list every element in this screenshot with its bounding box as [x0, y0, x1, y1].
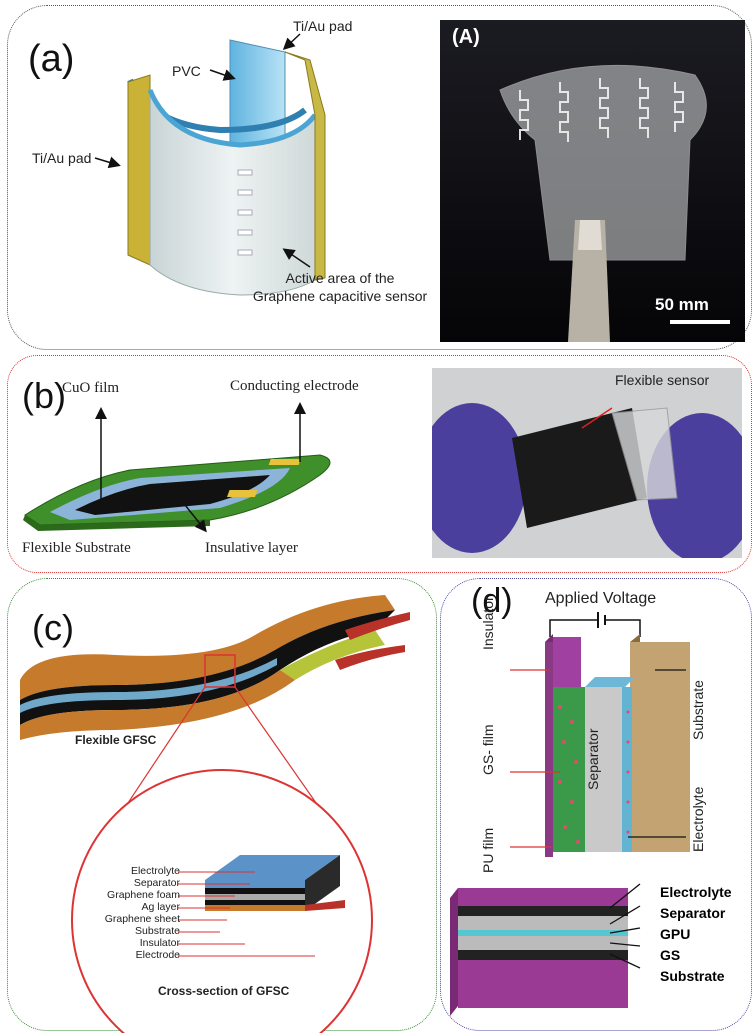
layer-label: Separator: [660, 905, 726, 921]
active-area-label-1: Active area of the: [285, 270, 395, 286]
panel-b-arrows: [95, 402, 306, 533]
photo-a-label: (A): [452, 26, 480, 48]
layer-label: Graphene foam: [107, 889, 180, 901]
insulative-layer-label: Insulative layer: [205, 540, 298, 556]
panel-d-label: (d): [471, 582, 513, 620]
layer-stack-diagram: [450, 883, 641, 1016]
separator-label: Separator: [585, 728, 601, 790]
cuo-sensor-diagram: [23, 454, 331, 531]
supercapacitor-diagram: [510, 612, 690, 857]
layer-label: GPU: [660, 926, 691, 942]
flexible-substrate-label: Flexible Substrate: [22, 540, 131, 556]
layer-stack-labels: Electrolyte Separator GPU GS Substrate: [660, 882, 732, 987]
layer-label: Electrode: [135, 949, 180, 961]
layer-label: Electrolyte: [660, 884, 732, 900]
gs-film-label: GS- film: [480, 724, 496, 775]
panel-a-label: (a): [28, 38, 75, 80]
layer-label: Separator: [133, 877, 180, 889]
panel-b: [7, 355, 752, 573]
layer-label: Insulator: [139, 937, 180, 949]
scale-bar-label: 50 mm: [655, 295, 709, 314]
pu-film-label: PU film: [480, 827, 496, 873]
panel-b-label: (b): [22, 375, 66, 416]
cross-section-label: Cross-section of GFSC: [158, 984, 290, 998]
active-area-label-2: Graphene capacitive sensor: [252, 288, 428, 304]
gfsc-layer-list: Electrolyte Separator Graphene foam Ag l…: [95, 865, 180, 961]
layer-label: Substrate: [660, 968, 725, 984]
layer-label: GS: [660, 947, 681, 963]
cuo-film-label: CuO film: [62, 380, 120, 396]
conducting-electrode-label: Conducting electrode: [230, 378, 359, 394]
layer-label: Ag layer: [141, 901, 180, 913]
gfsc-diagram: [20, 595, 410, 1033]
graphene-capacitive-sensor-diagram: [127, 39, 326, 296]
layer-label: Substrate: [135, 925, 180, 937]
insulator-label: Insulator: [480, 596, 496, 650]
electrolyte-label: Electrolyte: [690, 786, 706, 852]
flexible-sensor-label: Flexible sensor: [615, 372, 710, 388]
ti-au-pad-top-label: Ti/Au pad: [293, 18, 353, 34]
flexible-gfsc-label: Flexible GFSC: [75, 733, 157, 747]
panel-a: [7, 5, 752, 350]
ti-au-pad-left-label: Ti/Au pad: [32, 150, 92, 166]
substrate-label: Substrate: [690, 680, 706, 740]
flexible-sensor-photo-b: Flexible sensor: [432, 368, 742, 558]
panel-d: [440, 578, 752, 1031]
flexible-sensor-photo-a: (A) 50 mm: [440, 20, 745, 342]
applied-voltage-label: Applied Voltage: [545, 590, 657, 607]
panel-a-arrows: [94, 33, 311, 268]
panel-c-label: (c): [32, 607, 74, 648]
pvc-label: PVC: [172, 63, 201, 79]
layer-label: Electrolyte: [130, 865, 180, 877]
layer-label: Graphene sheet: [104, 913, 180, 925]
